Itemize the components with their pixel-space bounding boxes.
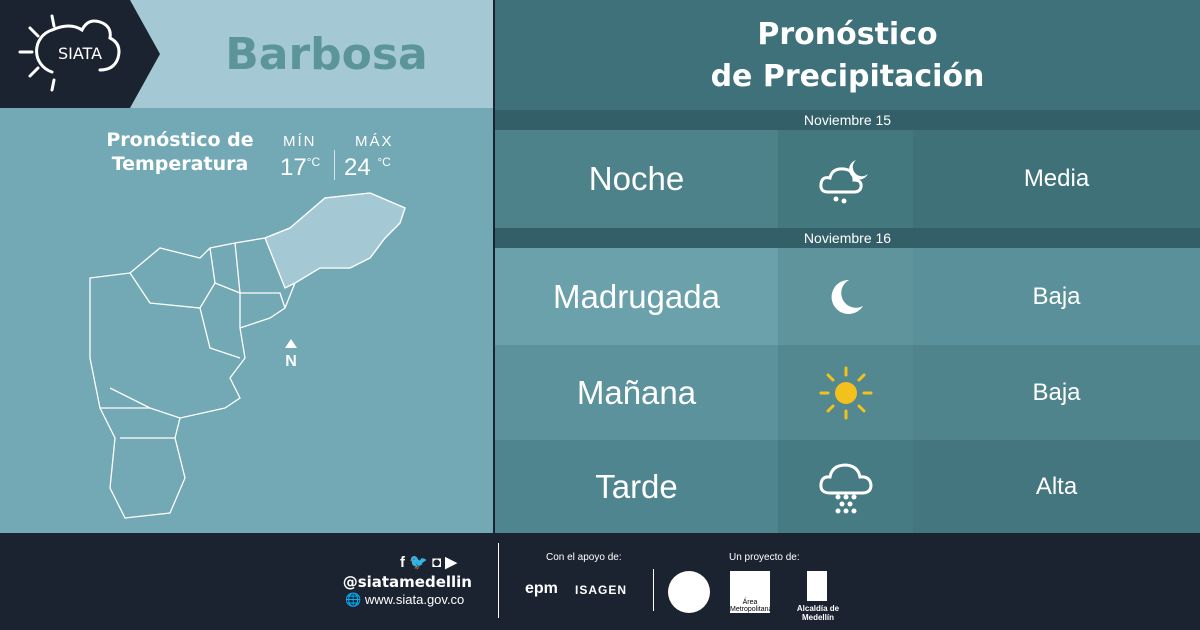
instagram-icon[interactable]: ◘ bbox=[432, 554, 442, 571]
forecast-title: Pronóstico de Precipitación bbox=[495, 14, 1200, 98]
twitter-icon[interactable]: 🐦 bbox=[409, 554, 428, 571]
forecast-row-noche: Noche Media bbox=[495, 130, 1200, 228]
forecast-row-madrugada: Madrugada Baja bbox=[495, 248, 1200, 345]
cloud-rain-heavy-icon bbox=[778, 440, 913, 533]
divider bbox=[334, 150, 335, 180]
probability-level: Baja bbox=[913, 248, 1200, 345]
municipality-map: N bbox=[89, 192, 406, 519]
website-text: www.siata.gov.co bbox=[364, 592, 465, 607]
area-logo-text: Área Metropolitana bbox=[730, 599, 770, 613]
date-label: Noviembre 16 bbox=[495, 228, 1200, 248]
social-icons: f 🐦 ◘ ▶ bbox=[400, 553, 457, 571]
support-label: Con el apoyo de: bbox=[546, 552, 622, 563]
youtube-icon[interactable]: ▶ bbox=[445, 554, 457, 571]
project-label: Un proyecto de: bbox=[729, 552, 800, 563]
siata-logo: SIATA bbox=[0, 0, 160, 108]
max-value: 24 bbox=[344, 154, 371, 181]
min-value: 17 bbox=[280, 154, 307, 181]
forecast-row-tarde: Tarde Alta bbox=[495, 440, 1200, 533]
min-label: MÍN bbox=[283, 133, 317, 150]
divider bbox=[653, 569, 654, 611]
website-link[interactable]: 🌐 www.siata.gov.co bbox=[345, 592, 464, 608]
north-arrow-icon bbox=[285, 339, 297, 348]
probability-level: Alta bbox=[913, 440, 1200, 533]
facebook-icon[interactable]: f bbox=[400, 554, 405, 571]
cloud-moon-rain-icon bbox=[778, 130, 913, 228]
date-label: Noviembre 15 bbox=[495, 110, 1200, 130]
period-label: Tarde bbox=[495, 440, 778, 533]
epm-logo: epm bbox=[525, 580, 558, 597]
period-label: Madrugada bbox=[495, 248, 778, 345]
alcaldia-text: Alcaldía de Medellín bbox=[796, 604, 840, 622]
footer: f 🐦 ◘ ▶ @siatamedellin 🌐 www.siata.gov.c… bbox=[0, 533, 1200, 630]
barbosa-highlight bbox=[264, 192, 406, 289]
unit: °C bbox=[306, 155, 321, 169]
divider bbox=[498, 543, 499, 618]
moon-icon bbox=[778, 248, 913, 345]
isagen-logo: ISAGEN bbox=[575, 583, 628, 597]
area-metropolitana-logo: Área Metropolitana bbox=[730, 571, 770, 613]
logo-text: SIATA bbox=[58, 44, 102, 63]
gobernacion-seal-logo bbox=[668, 571, 710, 613]
sun-icon bbox=[778, 345, 913, 440]
period-label: Mañana bbox=[495, 345, 778, 440]
max-temp: 24 °C bbox=[344, 154, 391, 182]
social-handle[interactable]: @siatamedellin bbox=[342, 573, 472, 591]
alcaldia-shield-logo bbox=[807, 571, 827, 601]
temp-title-line2: Temperatura bbox=[111, 153, 249, 175]
globe-icon: 🌐 bbox=[345, 592, 362, 607]
unit: °C bbox=[377, 155, 391, 169]
temperature-title: Pronóstico de Temperatura bbox=[80, 128, 280, 176]
min-temp: 17°C bbox=[280, 154, 320, 182]
city-name: Barbosa bbox=[225, 28, 428, 80]
forecast-title-line1: Pronóstico bbox=[757, 17, 938, 52]
sun-cloud-logo-icon: SIATA bbox=[18, 14, 121, 92]
forecast-title-line2: de Precipitación bbox=[710, 59, 985, 94]
north-label: N bbox=[285, 353, 297, 370]
max-label: MÁX bbox=[355, 133, 394, 150]
period-label: Noche bbox=[495, 130, 778, 228]
map-panel: N bbox=[0, 108, 493, 533]
probability-level: Baja bbox=[913, 345, 1200, 440]
forecast-row-manana: Mañana Baja bbox=[495, 345, 1200, 440]
temp-title-line1: Pronóstico de bbox=[106, 129, 254, 151]
probability-level: Media bbox=[913, 130, 1200, 228]
